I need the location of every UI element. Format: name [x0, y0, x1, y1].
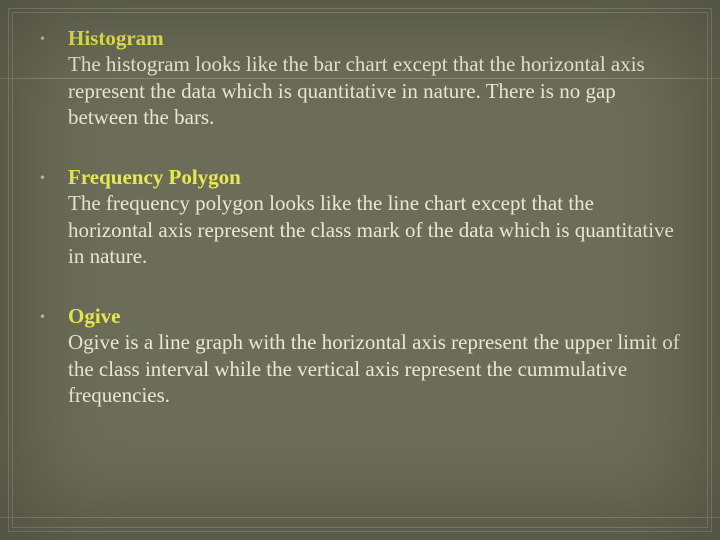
list-item: • Frequency Polygon The frequency polygo…: [40, 164, 680, 269]
item-body: The frequency polygon looks like the lin…: [68, 191, 674, 268]
slide-content: • Histogram The histogram looks like the…: [40, 25, 680, 442]
item-text: Histogram The histogram looks like the b…: [68, 25, 680, 130]
bullet-icon: •: [40, 25, 68, 130]
bullet-icon: •: [40, 164, 68, 269]
list-item: • Histogram The histogram looks like the…: [40, 25, 680, 130]
bullet-icon: •: [40, 303, 68, 408]
item-heading: Frequency Polygon: [68, 165, 241, 189]
item-body: The histogram looks like the bar chart e…: [68, 52, 645, 129]
item-heading: Ogive: [68, 304, 121, 328]
list-item: • Ogive Ogive is a line graph with the h…: [40, 303, 680, 408]
decorative-rule-bottom: [0, 517, 720, 518]
item-text: Ogive Ogive is a line graph with the hor…: [68, 303, 680, 408]
item-heading: Histogram: [68, 26, 164, 50]
item-body: Ogive is a line graph with the horizonta…: [68, 330, 680, 407]
item-text: Frequency Polygon The frequency polygon …: [68, 164, 680, 269]
